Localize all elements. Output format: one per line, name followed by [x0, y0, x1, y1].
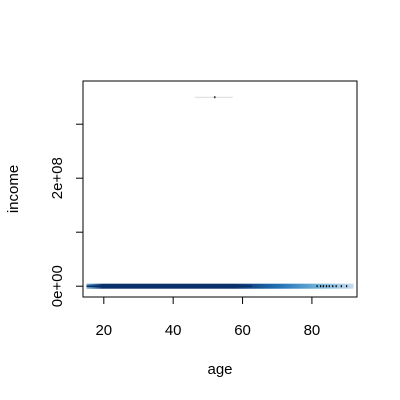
- data-point: [214, 96, 215, 98]
- data-point: [329, 285, 330, 287]
- data-point: [326, 285, 327, 287]
- x-tick-label: 80: [304, 322, 321, 339]
- x-axis-title: age: [207, 361, 232, 378]
- x-tick-label: 40: [165, 322, 182, 339]
- data-point: [332, 285, 333, 287]
- data-point: [317, 285, 318, 287]
- data-point: [323, 285, 324, 287]
- x-tick-label: 20: [95, 322, 112, 339]
- x-axis: 20 40 60 80: [95, 297, 320, 339]
- y-tick-label: 0e+00: [49, 265, 66, 307]
- y-axis-title: income: [5, 165, 22, 213]
- plot-frame: [83, 81, 357, 297]
- data-point: [320, 285, 321, 287]
- density-band-layer: [86, 284, 353, 289]
- outlier-points: [195, 96, 347, 287]
- y-axis: 0e+00 2e+08: [49, 124, 83, 307]
- x-tick-label: 60: [234, 322, 251, 339]
- data-point: [346, 285, 347, 287]
- data-point: [336, 285, 337, 287]
- y-tick-label: 2e+08: [49, 157, 66, 199]
- density-band-core: [86, 285, 252, 287]
- data-point: [341, 285, 342, 287]
